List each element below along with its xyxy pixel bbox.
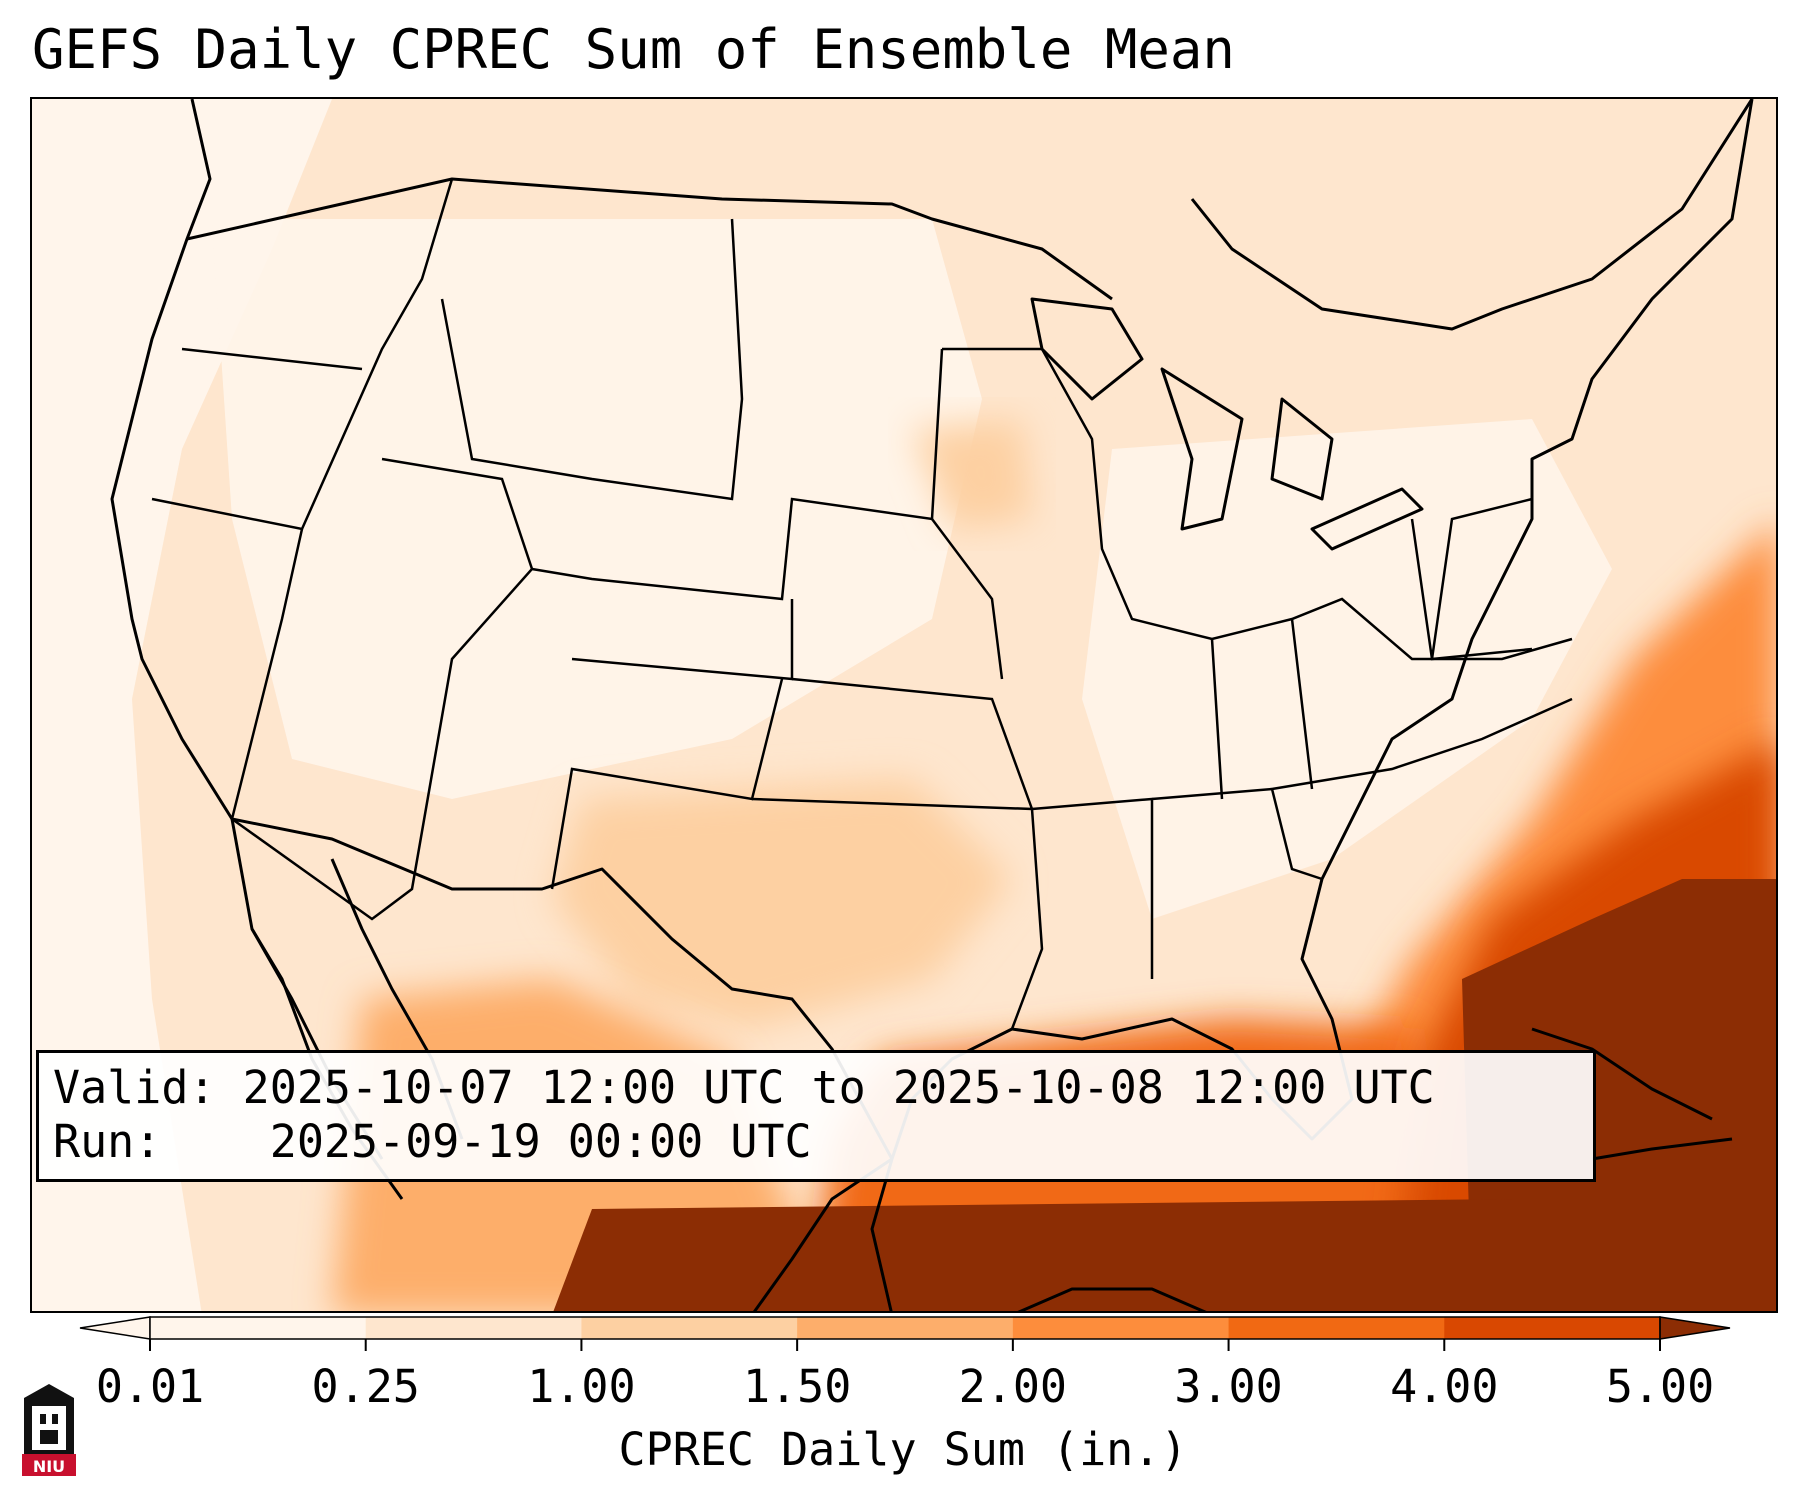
colorbar-label: CPREC Daily Sum (in.)	[618, 1423, 1188, 1476]
border-plains-south	[751, 518, 1044, 1030]
precip-south-plains	[552, 779, 1012, 1029]
border-east-interior	[1210, 497, 1533, 800]
valid-value: 2025-10-07 12:00 UTC to 2025-10-08 12:00…	[242, 1061, 1435, 1114]
colorbar-segment	[797, 1317, 1014, 1339]
colorbar-segments	[79, 1316, 1731, 1340]
colorbar-outline	[149, 1316, 1661, 1340]
info-box: Valid: 2025-10-07 12:00 UTC to 2025-10-0…	[36, 1050, 1596, 1182]
colorbar-tick-label: 1.00	[527, 1360, 636, 1413]
colorbar-tick-label: 0.25	[311, 1360, 420, 1413]
colorbar	[79, 1316, 1731, 1351]
run-value: 2025-09-19 00:00 UTC	[269, 1115, 812, 1168]
logo-banner	[22, 1454, 76, 1476]
border-far-west	[181, 347, 534, 921]
colorbar-segment	[581, 1317, 798, 1339]
niu-logo: NIU	[22, 1384, 76, 1476]
coastlines-and-borders	[110, 99, 1754, 1311]
colorbar-tick-label: 1.50	[742, 1360, 852, 1413]
border-southeast	[1031, 697, 1573, 979]
border-mt-wy	[440, 218, 744, 501]
colorbar-segment	[150, 1317, 367, 1339]
run-label: Run:	[53, 1115, 162, 1168]
colorbar-segment	[1228, 1317, 1445, 1339]
logo-window	[40, 1414, 46, 1424]
us-mexico-border	[231, 817, 894, 1160]
precip-atlantic-max	[1462, 879, 1776, 1311]
precip-interior-west-low	[212, 219, 982, 799]
precip-south-max	[553, 1199, 1512, 1311]
border-or-id	[151, 178, 454, 531]
colorbar-tick-label: 0.01	[95, 1360, 205, 1413]
logo-window	[52, 1414, 58, 1424]
run-line: Run: 2025-09-19 00:00 UTC	[53, 1115, 1579, 1169]
lake-michigan	[1160, 367, 1244, 531]
colorbar-segment	[1012, 1317, 1230, 1339]
colorbar-segment	[1444, 1317, 1661, 1339]
colorbar-tick-label: 2.00	[958, 1360, 1068, 1413]
precip-pacific-low	[32, 99, 332, 1311]
east-gulf-coastline	[870, 99, 1754, 1311]
valid-label: Valid:	[53, 1061, 216, 1114]
lake-erie	[1310, 487, 1424, 551]
logo-text: NIU	[33, 1457, 65, 1476]
lake-huron	[1270, 397, 1334, 501]
colorbar-tick-label: 3.00	[1174, 1360, 1283, 1413]
colorbar-ticks	[149, 1339, 1661, 1351]
colorbar-tick-label: 4.00	[1390, 1360, 1499, 1413]
colorbar-extend-min	[79, 1316, 151, 1340]
lake-superior	[1030, 297, 1144, 401]
valid-line: Valid: 2025-10-07 12:00 UTC to 2025-10-0…	[53, 1061, 1579, 1115]
colorbar-segment	[365, 1317, 582, 1339]
colorbar-tick-label: 5.00	[1605, 1360, 1715, 1413]
colorbar-extend-max	[1659, 1316, 1731, 1340]
precip-midwest-cell	[912, 419, 1032, 529]
logo-door	[40, 1430, 58, 1444]
caribbean-islands	[1531, 1027, 1733, 1161]
state-borders	[151, 178, 1573, 1030]
page-title: GEFS Daily CPREC Sum of Ensemble Mean	[32, 18, 1235, 81]
